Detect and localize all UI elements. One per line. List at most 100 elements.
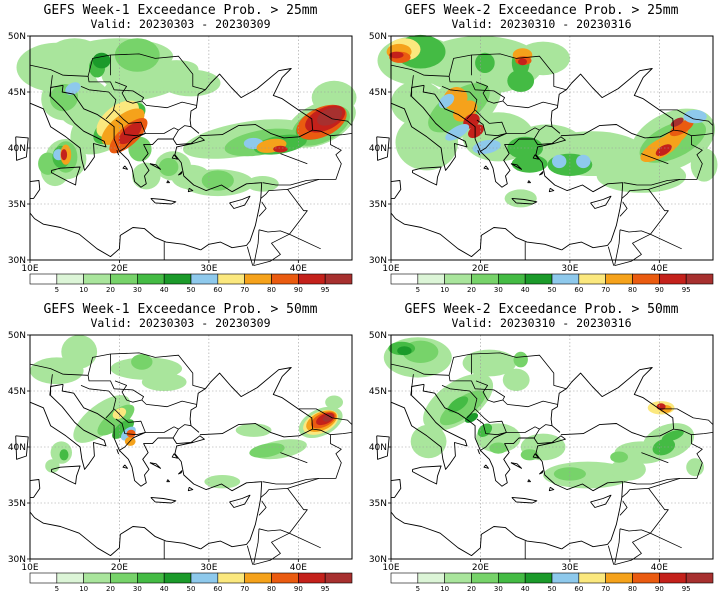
country-border [258,487,308,534]
probability-shading [201,170,234,191]
lon-label: 30E [200,563,217,573]
colorbar-label: 10 [79,286,88,294]
island-outline [166,479,170,483]
island-outline [122,165,128,170]
lat-label: 40N [8,144,26,154]
probability-shading [246,176,279,192]
colorbar-label: 20 [106,585,115,593]
country-border [87,76,197,109]
colorbar-swatch [29,572,58,584]
country-border [253,233,290,266]
colorbar-swatch [244,572,272,584]
coastline [29,479,41,498]
map-area [15,35,357,266]
colorbar-label: 95 [321,286,330,294]
lon-label: 10E [21,563,38,573]
probability-shading [126,429,136,438]
probability-shading [60,149,68,161]
island-outline [477,150,480,156]
colorbar-swatch [578,273,606,285]
probability-shading [445,124,470,141]
colorbar-swatch [659,273,687,285]
colorbar-swatch [163,273,192,285]
country-border [493,133,507,140]
country-border [614,528,621,565]
colorbar-label: 95 [321,585,330,593]
country-border [178,424,192,430]
map-area [15,334,353,565]
colorbar-swatch [83,572,111,584]
country-border [424,53,567,91]
probability-shading [502,368,530,391]
colorbar-label: 5 [55,585,59,593]
probability-shading [690,148,718,182]
country-border [448,76,558,109]
coastline [390,212,562,258]
lat-label: 30N [8,555,26,565]
colorbar-label: 90 [655,585,664,593]
country-border [280,153,308,165]
country-border [132,133,146,140]
lat-label: 35N [8,499,26,509]
island-outline [539,171,544,176]
lon-label: 40E [290,264,307,274]
colorbar-swatch [390,273,419,285]
island-outline [483,165,489,170]
country-border [258,188,308,235]
colorbar-label: 10 [79,585,88,593]
colorbar-label: 10 [440,585,449,593]
coastline [533,136,624,251]
lon-label: 10E [382,264,399,274]
colorbar-swatch [137,273,165,285]
coastline [29,383,107,470]
panel-week1-50mm: GEFS Week-1 Exceedance Prob. > 50mm Vali… [0,299,361,598]
coastline [172,136,263,251]
country-border [480,127,540,152]
coastline [390,383,468,470]
probability-shading [468,124,484,139]
colorbar-swatch [417,572,445,584]
colorbar-swatch [605,572,633,584]
country-border [178,125,192,131]
probability-shading [661,430,684,442]
island-outline [590,195,612,209]
lon-label: 40E [290,563,307,573]
colorbar-label: 60 [213,585,222,593]
colorbar-label: 40 [160,286,169,294]
probability-shading [489,442,508,454]
colorbar-swatch [498,572,526,584]
island-outline [187,187,194,193]
country-border [246,545,254,565]
probability-shading [92,52,111,69]
country-border [119,127,179,152]
probability-shading [438,93,455,109]
probability-shading [132,162,161,190]
island-outline [412,166,442,186]
country-border [280,452,308,464]
island-outline [539,470,544,475]
probability-shading [683,109,707,124]
lat-label: 50N [369,32,387,42]
colorbar-label: 80 [267,585,276,593]
probability-shading [322,414,333,422]
colorbar-label: 5 [416,286,420,294]
country-border [539,125,553,131]
panel-valid-dates: Valid: 20230303 - 20230309 [90,17,271,31]
lon-label: 20E [111,264,128,274]
colorbar-label: 60 [213,286,222,294]
island-outline [15,136,29,161]
country-border [298,109,353,126]
coastline [390,479,402,498]
colorbar-swatch [551,273,580,285]
lat-label: 45N [8,387,26,397]
probability-shading [101,57,174,94]
island-outline [376,136,390,161]
country-border [49,75,53,97]
island-outline [116,449,119,455]
colorbar-label: 90 [655,286,664,294]
lat-label: 45N [369,88,387,98]
colorbar-label: 40 [521,286,530,294]
colorbar-label: 80 [628,585,637,593]
probability-shading [516,41,570,76]
lon-label: 40E [651,563,668,573]
